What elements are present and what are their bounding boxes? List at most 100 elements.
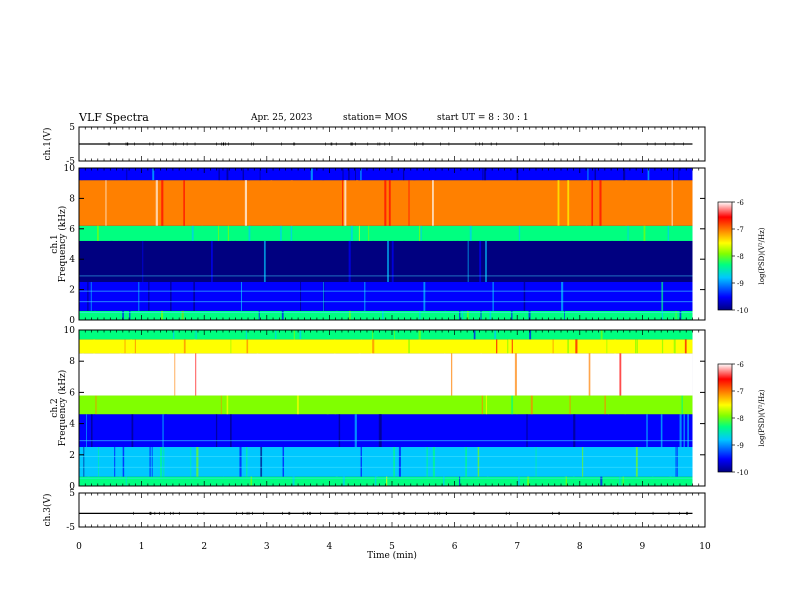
- streak: [226, 168, 229, 181]
- colorbar-tick-label: -8: [737, 415, 744, 423]
- streak: [191, 225, 194, 241]
- spectrogram-band-2: [79, 414, 693, 447]
- streak: [408, 339, 410, 354]
- streak: [552, 339, 554, 354]
- streak: [402, 168, 405, 181]
- streak: [372, 330, 374, 340]
- streak: [482, 168, 484, 181]
- streak: [183, 180, 185, 226]
- streak: [557, 180, 560, 226]
- streak: [161, 310, 164, 320]
- panel-ylabel: ch.1(V): [42, 128, 53, 161]
- streak: [125, 476, 127, 486]
- streak: [83, 447, 85, 477]
- streak: [263, 240, 266, 282]
- streak: [494, 330, 497, 340]
- streak: [95, 395, 97, 415]
- streak: [342, 476, 345, 486]
- colorbar-tick-label: -9: [737, 442, 744, 450]
- streak: [465, 447, 467, 477]
- streak: [342, 180, 343, 226]
- streak: [585, 180, 588, 226]
- streak: [573, 414, 576, 447]
- streak: [527, 476, 530, 486]
- streak: [310, 168, 313, 181]
- time-axis: 0 1 2 3 4 5 6 7 8 9 10 Time (min): [76, 542, 711, 561]
- streak: [280, 225, 282, 241]
- streak: [91, 414, 93, 447]
- streak: [258, 310, 260, 320]
- streak: [355, 180, 359, 226]
- streak: [442, 476, 445, 486]
- streak: [564, 476, 566, 486]
- streak: [419, 310, 421, 320]
- y-tick-label: -5: [66, 157, 75, 167]
- y-tick-label: 6: [69, 388, 75, 398]
- streak: [432, 447, 435, 477]
- streak: [604, 395, 606, 415]
- colorbar-label: log(PSD)(V²/Hz): [758, 389, 766, 446]
- streak: [675, 310, 677, 320]
- x-ticks: [78, 168, 706, 320]
- streak: [378, 414, 381, 447]
- streak: [386, 476, 388, 486]
- streak: [591, 180, 594, 226]
- streak: [624, 395, 626, 415]
- streak: [152, 282, 155, 311]
- streak: [469, 225, 472, 241]
- streak: [622, 476, 624, 486]
- streak: [122, 447, 125, 477]
- streak: [661, 310, 664, 320]
- streak: [193, 282, 195, 311]
- y-tick-label: 0: [69, 316, 75, 326]
- streak: [358, 353, 361, 396]
- streak: [683, 353, 686, 396]
- streak: [423, 282, 426, 311]
- streak: [473, 330, 476, 340]
- streak: [507, 339, 509, 354]
- y-tick-label: 5: [69, 123, 75, 133]
- streak: [290, 180, 293, 226]
- streak: [348, 240, 351, 282]
- streak: [606, 339, 608, 354]
- spectrogram-band-0: [79, 310, 693, 320]
- waveform-spikes: [133, 511, 688, 515]
- y-tick-label: 2: [69, 286, 75, 296]
- streak: [290, 225, 293, 241]
- streak: [181, 310, 184, 320]
- streak: [664, 282, 667, 311]
- spectrogram-streaks: [79, 168, 682, 320]
- streak: [312, 310, 314, 320]
- streak: [87, 476, 90, 486]
- streak: [244, 180, 248, 226]
- streak: [567, 339, 569, 354]
- spectrogram-band-5: [79, 339, 693, 354]
- streak: [162, 414, 164, 447]
- streak: [477, 447, 480, 477]
- panel-ylabel: Frequency (kHz): [57, 206, 68, 283]
- streak: [234, 240, 237, 282]
- streak: [514, 353, 517, 396]
- streak: [678, 168, 680, 181]
- streak: [387, 240, 389, 282]
- streak: [300, 282, 302, 311]
- start-time-label: start UT = 8 : 30 : 1: [437, 113, 529, 123]
- streak: [487, 476, 489, 486]
- streak: [393, 330, 395, 340]
- streak: [360, 447, 362, 477]
- date-label: Apr. 25, 2023: [251, 113, 313, 123]
- streak: [679, 414, 682, 447]
- streak: [220, 395, 222, 415]
- streak: [535, 447, 537, 477]
- streak: [371, 353, 373, 396]
- streak: [600, 330, 603, 340]
- colorbar-tick-label: -7: [737, 388, 744, 396]
- streak: [348, 168, 350, 181]
- streak: [81, 168, 83, 181]
- streak: [196, 447, 199, 477]
- spectrogram-band-5: [79, 168, 693, 181]
- streak: [467, 310, 469, 320]
- streak: [342, 168, 344, 181]
